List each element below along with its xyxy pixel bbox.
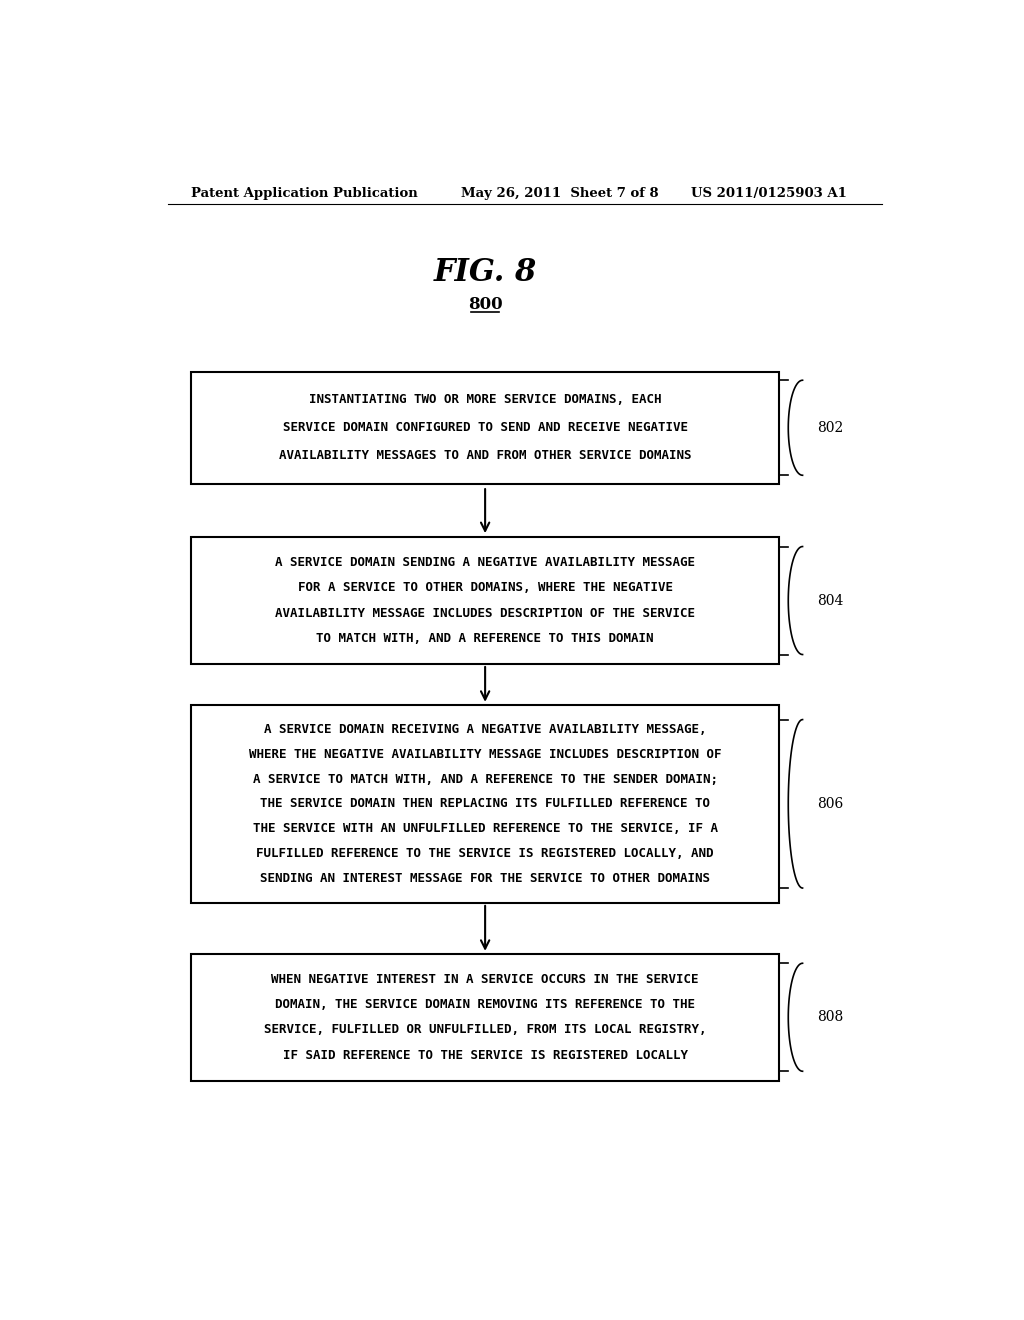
Text: SERVICE, FULFILLED OR UNFULFILLED, FROM ITS LOCAL REGISTRY,: SERVICE, FULFILLED OR UNFULFILLED, FROM … <box>264 1023 707 1036</box>
Text: 800: 800 <box>468 296 503 313</box>
Bar <box>191 372 778 483</box>
Text: FULFILLED REFERENCE TO THE SERVICE IS REGISTERED LOCALLY, AND: FULFILLED REFERENCE TO THE SERVICE IS RE… <box>256 847 714 859</box>
Text: WHERE THE NEGATIVE AVAILABILITY MESSAGE INCLUDES DESCRIPTION OF: WHERE THE NEGATIVE AVAILABILITY MESSAGE … <box>249 747 721 760</box>
Text: A SERVICE DOMAIN RECEIVING A NEGATIVE AVAILABILITY MESSAGE,: A SERVICE DOMAIN RECEIVING A NEGATIVE AV… <box>264 723 707 737</box>
Bar <box>191 705 778 903</box>
Text: THE SERVICE WITH AN UNFULFILLED REFERENCE TO THE SERVICE, IF A: THE SERVICE WITH AN UNFULFILLED REFERENC… <box>253 822 718 836</box>
Text: A SERVICE TO MATCH WITH, AND A REFERENCE TO THE SENDER DOMAIN;: A SERVICE TO MATCH WITH, AND A REFERENCE… <box>253 772 718 785</box>
Text: A SERVICE DOMAIN SENDING A NEGATIVE AVAILABILITY MESSAGE: A SERVICE DOMAIN SENDING A NEGATIVE AVAI… <box>275 556 695 569</box>
Text: 806: 806 <box>817 797 843 810</box>
Text: AVAILABILITY MESSAGES TO AND FROM OTHER SERVICE DOMAINS: AVAILABILITY MESSAGES TO AND FROM OTHER … <box>279 449 691 462</box>
Text: AVAILABILITY MESSAGE INCLUDES DESCRIPTION OF THE SERVICE: AVAILABILITY MESSAGE INCLUDES DESCRIPTIO… <box>275 607 695 619</box>
Bar <box>191 954 778 1081</box>
Text: May 26, 2011  Sheet 7 of 8: May 26, 2011 Sheet 7 of 8 <box>461 187 658 201</box>
Text: 804: 804 <box>817 594 843 607</box>
Text: WHEN NEGATIVE INTEREST IN A SERVICE OCCURS IN THE SERVICE: WHEN NEGATIVE INTEREST IN A SERVICE OCCU… <box>271 973 698 986</box>
Text: 802: 802 <box>817 421 843 434</box>
Text: IF SAID REFERENCE TO THE SERVICE IS REGISTERED LOCALLY: IF SAID REFERENCE TO THE SERVICE IS REGI… <box>283 1049 688 1061</box>
Text: FOR A SERVICE TO OTHER DOMAINS, WHERE THE NEGATIVE: FOR A SERVICE TO OTHER DOMAINS, WHERE TH… <box>298 581 673 594</box>
Text: SENDING AN INTEREST MESSAGE FOR THE SERVICE TO OTHER DOMAINS: SENDING AN INTEREST MESSAGE FOR THE SERV… <box>260 871 710 884</box>
Bar <box>191 537 778 664</box>
Text: 808: 808 <box>817 1010 843 1024</box>
Text: TO MATCH WITH, AND A REFERENCE TO THIS DOMAIN: TO MATCH WITH, AND A REFERENCE TO THIS D… <box>316 632 654 645</box>
Text: INSTANTIATING TWO OR MORE SERVICE DOMAINS, EACH: INSTANTIATING TWO OR MORE SERVICE DOMAIN… <box>309 393 662 407</box>
Text: THE SERVICE DOMAIN THEN REPLACING ITS FULFILLED REFERENCE TO: THE SERVICE DOMAIN THEN REPLACING ITS FU… <box>260 797 710 810</box>
Text: Patent Application Publication: Patent Application Publication <box>191 187 418 201</box>
Text: US 2011/0125903 A1: US 2011/0125903 A1 <box>691 187 847 201</box>
Text: SERVICE DOMAIN CONFIGURED TO SEND AND RECEIVE NEGATIVE: SERVICE DOMAIN CONFIGURED TO SEND AND RE… <box>283 421 688 434</box>
Text: DOMAIN, THE SERVICE DOMAIN REMOVING ITS REFERENCE TO THE: DOMAIN, THE SERVICE DOMAIN REMOVING ITS … <box>275 998 695 1011</box>
Text: FIG. 8: FIG. 8 <box>433 256 537 288</box>
